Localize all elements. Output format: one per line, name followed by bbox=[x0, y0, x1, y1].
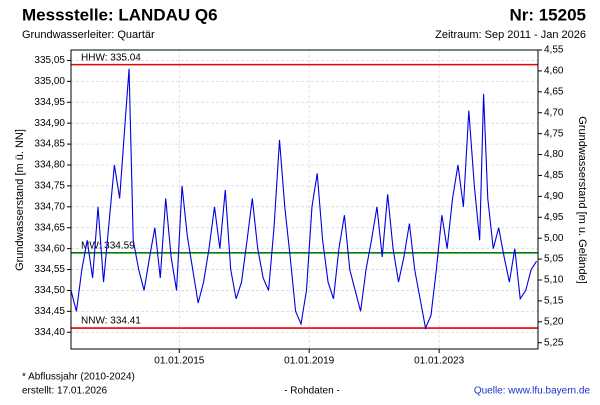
y-axis-label: Grundwasserstand [m ü. NN] bbox=[14, 129, 26, 271]
data-line bbox=[70, 68, 538, 330]
y-tick-label: 334,75 bbox=[34, 181, 65, 192]
y2-tick-label: 4,80 bbox=[544, 149, 564, 160]
period: Zeitraum: Sep 2011 - Jan 2026 bbox=[435, 29, 586, 41]
reference-label: HHW: 335.04 bbox=[81, 52, 141, 63]
y-tick-label: 335,00 bbox=[34, 76, 65, 87]
y-tick-label: 334,90 bbox=[34, 118, 65, 129]
y2-tick-label: 4,60 bbox=[544, 66, 564, 77]
y-tick-label: 334,80 bbox=[34, 160, 65, 171]
y-tick-label: 334,45 bbox=[34, 306, 65, 317]
y-tick-label: 334,40 bbox=[34, 327, 65, 338]
data-note: - Rohdaten - bbox=[284, 386, 340, 397]
x-tick-label: 01.01.2015 bbox=[154, 356, 204, 367]
y-tick-label: 334,65 bbox=[34, 222, 65, 233]
y2-tick-label: 5,20 bbox=[544, 316, 564, 327]
y-tick-label: 334,50 bbox=[34, 285, 65, 296]
x-tick-label: 01.01.2023 bbox=[414, 356, 464, 367]
y-tick-label: 335,05 bbox=[34, 55, 65, 66]
created-date: erstellt: 17.01.2026 bbox=[22, 386, 107, 397]
y-tick-label: 334,95 bbox=[34, 97, 65, 108]
y-tick-label: 334,55 bbox=[34, 264, 65, 275]
y2-axis-label: Grundwasserstand [m u. Gelände] bbox=[576, 116, 588, 284]
footnote: * Abflussjahr (2010-2024) bbox=[22, 372, 135, 383]
y2-tick-label: 5,25 bbox=[544, 337, 564, 348]
y2-tick-label: 4,85 bbox=[544, 170, 564, 181]
y2-tick-label: 4,95 bbox=[544, 212, 564, 223]
y2-tick-label: 4,55 bbox=[544, 45, 564, 56]
y2-tick-label: 4,75 bbox=[544, 128, 564, 139]
subtitle: Grundwasserleiter: Quartär bbox=[22, 29, 155, 41]
source-link[interactable]: Quelle: www.lfu.bayern.de bbox=[474, 386, 591, 397]
x-tick-label: 01.01.2019 bbox=[284, 356, 334, 367]
y-tick-label: 334,85 bbox=[34, 139, 65, 150]
station-number: Nr: 15205 bbox=[509, 5, 586, 24]
y2-tick-label: 5,05 bbox=[544, 254, 564, 265]
reference-label: MW: 334.59 bbox=[81, 240, 135, 251]
y2-tick-label: 5,00 bbox=[544, 233, 564, 244]
y2-tick-label: 4,70 bbox=[544, 107, 564, 118]
y2-tick-label: 4,65 bbox=[544, 86, 564, 97]
y2-tick-label: 4,90 bbox=[544, 191, 564, 202]
reference-label: NNW: 334.41 bbox=[81, 316, 141, 327]
chart-title: Messstelle: LANDAU Q6 bbox=[22, 5, 218, 24]
y-tick-label: 334,60 bbox=[34, 243, 65, 254]
plot-frame bbox=[70, 49, 539, 350]
y-tick-label: 334,70 bbox=[34, 201, 65, 212]
y2-tick-label: 5,10 bbox=[544, 275, 564, 286]
y2-tick-label: 5,15 bbox=[544, 296, 564, 307]
